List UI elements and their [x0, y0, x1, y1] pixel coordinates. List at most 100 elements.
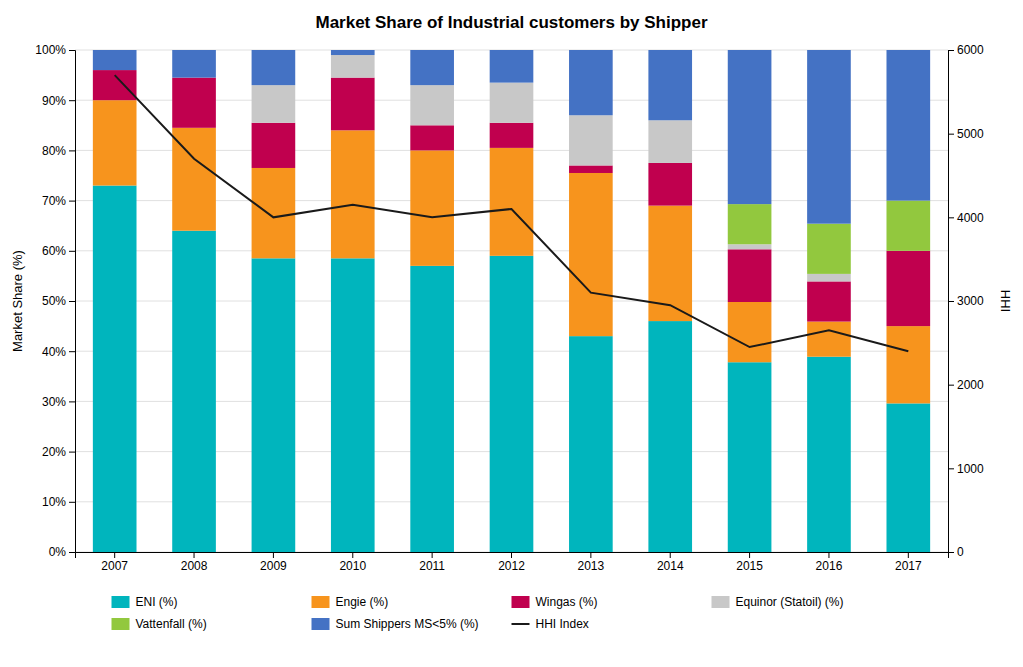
tick: 4000	[948, 211, 984, 225]
tick-mark	[948, 50, 954, 51]
tick: 90%	[42, 94, 75, 108]
bar	[886, 326, 930, 403]
bar	[728, 302, 772, 362]
tick-mark	[948, 385, 954, 386]
legend-swatch	[512, 596, 530, 608]
tick-label: 0%	[49, 545, 67, 559]
bar	[569, 173, 613, 336]
bar	[728, 244, 772, 249]
bar	[886, 251, 930, 326]
bar	[569, 165, 613, 173]
tick-mark	[590, 552, 591, 558]
bar	[886, 403, 930, 552]
tick: 0%	[49, 545, 75, 559]
bar	[410, 50, 454, 85]
tick: 2007	[101, 552, 128, 573]
tick-mark	[828, 552, 829, 558]
tick: 60%	[42, 244, 75, 258]
legend-swatch	[712, 596, 730, 608]
bar	[490, 50, 534, 83]
bar	[728, 204, 772, 244]
bar	[648, 50, 692, 120]
bar	[807, 281, 851, 321]
tick: 20%	[42, 445, 75, 459]
tick-mark	[69, 351, 75, 352]
tick-mark	[432, 552, 433, 558]
tick: 80%	[42, 144, 75, 158]
tick-mark	[948, 468, 954, 469]
tick: 2012	[498, 552, 525, 573]
legend-swatch	[312, 596, 330, 608]
tick: 2009	[260, 552, 287, 573]
bar	[410, 125, 454, 150]
tick-label: 2011	[419, 559, 445, 573]
tick: 70%	[42, 194, 75, 208]
bar	[93, 70, 137, 100]
legend-item: Wingas (%)	[512, 595, 598, 609]
tick-label: 60%	[42, 244, 66, 258]
tick: 100%	[35, 43, 75, 57]
bar	[331, 258, 375, 552]
legend-swatch	[312, 618, 330, 630]
tick-label: 2008	[181, 559, 208, 573]
legend-swatch	[112, 596, 130, 608]
y2-axis: 0100020003000400050006000	[948, 43, 984, 559]
tick-mark	[69, 100, 75, 101]
legend: ENI (%)Engie (%)Wingas (%)Equinor (Stato…	[112, 595, 844, 631]
bar	[648, 163, 692, 206]
tick-label: 1000	[957, 462, 984, 476]
tick-mark	[69, 502, 75, 503]
bar	[410, 266, 454, 552]
bar	[648, 120, 692, 163]
tick-label: 2017	[895, 559, 922, 573]
y-axis-title: Market Share (%)	[10, 250, 25, 352]
tick-label: 90%	[42, 94, 66, 108]
tick-label: 40%	[42, 345, 66, 359]
tick-mark	[69, 251, 75, 252]
tick-mark	[69, 201, 75, 202]
line	[115, 75, 909, 351]
tick-label: 4000	[957, 211, 984, 225]
legend-swatch	[512, 623, 530, 625]
tick-mark	[948, 301, 954, 302]
tick: 6000	[948, 43, 984, 57]
tick-label: 30%	[42, 395, 66, 409]
bar	[93, 100, 137, 185]
legend-item: HHI Index	[512, 617, 589, 631]
legend-label: Wingas (%)	[536, 595, 598, 609]
bar	[252, 168, 296, 258]
tick: 2011	[419, 552, 445, 573]
y-axis: 0%10%20%30%40%50%60%70%80%90%100%	[35, 43, 75, 559]
legend-item: Vattenfall (%)	[112, 617, 207, 631]
tick-mark	[69, 150, 75, 151]
tick-mark	[749, 552, 750, 558]
legend-item: ENI (%)	[112, 595, 178, 609]
bar	[569, 115, 613, 165]
legend-label: HHI Index	[536, 617, 589, 631]
x-axis: 2007200820092010201120122013201420152016…	[76, 552, 949, 573]
bar	[569, 50, 613, 115]
tick-mark	[670, 552, 671, 558]
tick-label: 50%	[42, 294, 66, 308]
tick-mark	[69, 552, 75, 553]
bar	[648, 321, 692, 552]
bar	[331, 55, 375, 78]
bar	[569, 336, 613, 552]
tick-mark	[114, 552, 115, 558]
tick: 2008	[181, 552, 208, 573]
bar	[252, 85, 296, 123]
tick-mark	[69, 50, 75, 51]
bar-series	[93, 100, 930, 403]
bar	[886, 50, 930, 201]
tick-mark	[948, 134, 954, 135]
legend-swatch	[112, 618, 130, 630]
tick-label: 5000	[957, 127, 984, 141]
tick-label: 2014	[657, 559, 684, 573]
grid	[75, 50, 948, 552]
bar	[728, 249, 772, 302]
tick-mark	[511, 552, 512, 558]
legend-label: Engie (%)	[336, 595, 389, 609]
bar	[172, 50, 216, 78]
tick: 2010	[339, 552, 366, 573]
tick-label: 2000	[957, 378, 984, 392]
